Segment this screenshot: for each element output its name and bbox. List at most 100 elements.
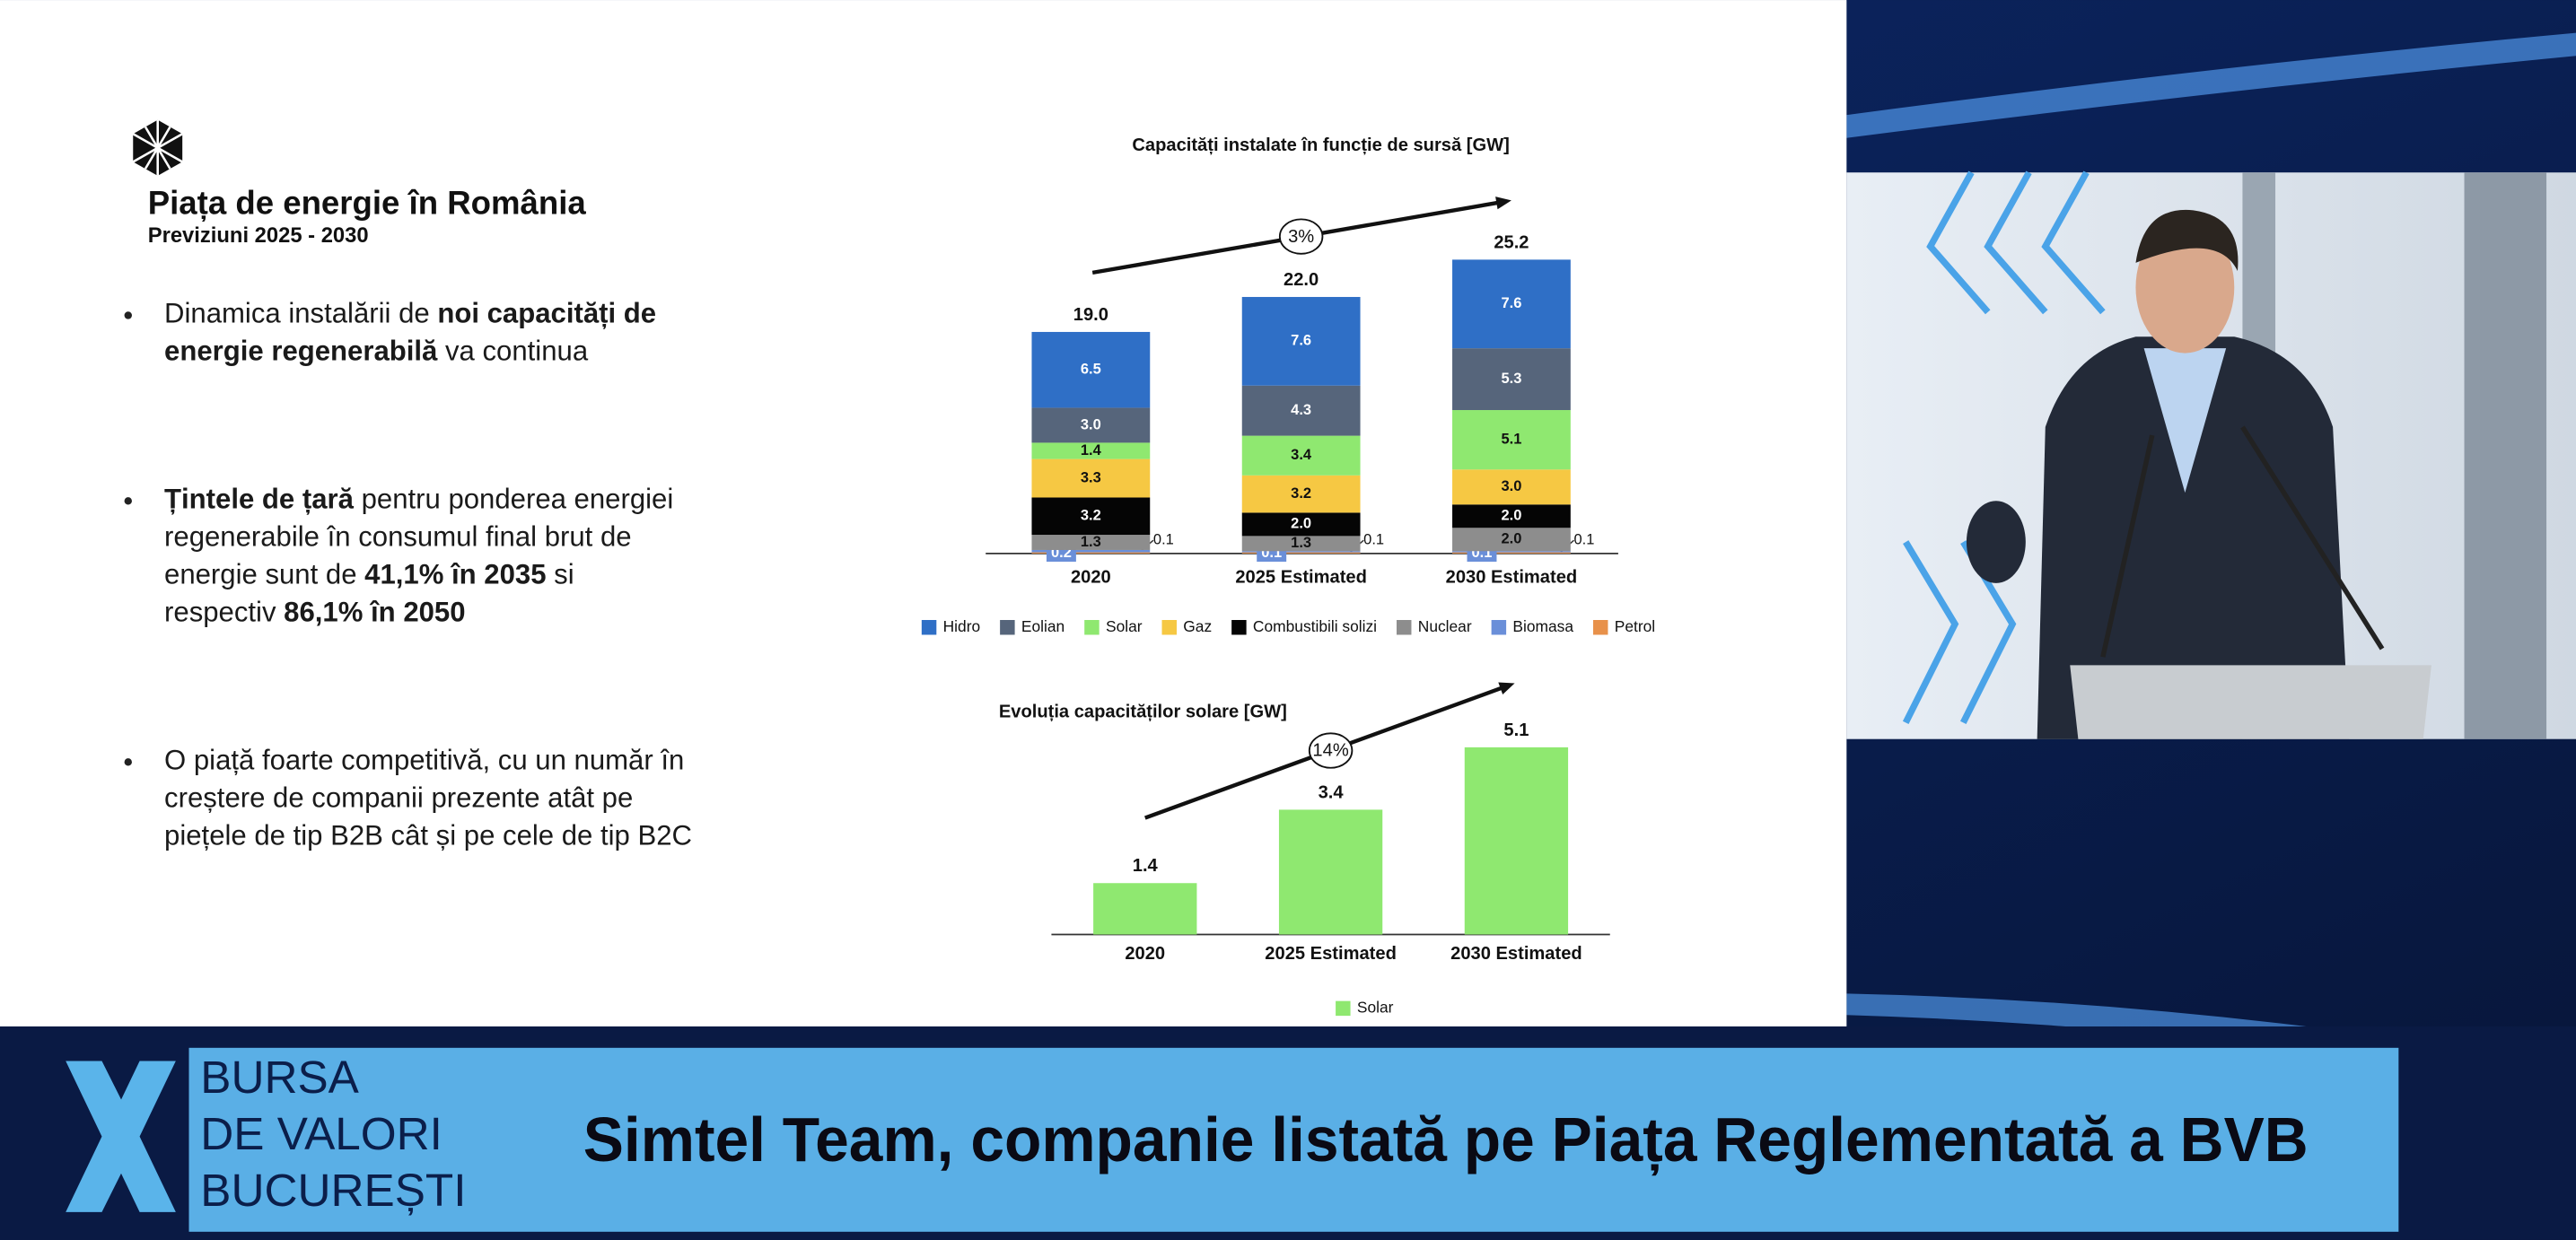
segment-label: 0.1: [1363, 532, 1384, 548]
legend-label: Eolian: [1021, 617, 1065, 635]
legend-swatch: [1491, 620, 1507, 635]
bullet-list: Dinamica instalării de noi capacități de…: [124, 298, 692, 851]
bar-segment: [1241, 536, 1361, 552]
segment-label: 7.6: [1291, 333, 1311, 349]
bar-segment: [1031, 458, 1151, 498]
segment-label: 6.5: [1081, 362, 1101, 378]
segment-label: 0.1: [1573, 532, 1594, 548]
bullet-run: energie regenerabilă: [164, 336, 438, 367]
wall-pattern: [1902, 170, 2106, 725]
total-label: 25.2: [1494, 232, 1529, 252]
bar: [1278, 809, 1383, 935]
chart-title: Capacități instalate în funcție de sursă…: [1132, 135, 1509, 155]
speaker-video: [1846, 170, 2576, 739]
segment-label: 3.0: [1501, 478, 1521, 494]
total-label: 22.0: [1284, 270, 1319, 290]
segment-label: 3.2: [1291, 485, 1311, 502]
bar-segment: [1031, 552, 1151, 554]
value-label: 1.4: [1133, 856, 1159, 876]
legend-label: Biomasa: [1512, 617, 1573, 635]
x-tick-label: 2030 Estimated: [1450, 944, 1582, 964]
bar-segment: [1031, 442, 1151, 459]
segment-label: 1.4: [1081, 442, 1102, 458]
bullet-run: noi capacități de: [437, 298, 656, 329]
charts: Capacități instalate în funcție de sursă…: [921, 135, 1655, 1016]
bullet-line: O piață foarte competitivă, cu un număr …: [164, 745, 684, 776]
bar-segment: [1241, 385, 1361, 436]
bullet-run: 86,1% în 2050: [284, 597, 465, 628]
x-tick-label: 2025 Estimated: [1265, 944, 1397, 964]
bvb-logo-mark: [66, 1061, 176, 1212]
bar: [1093, 883, 1197, 935]
bullet-run: 41,1% în 2035: [364, 559, 546, 590]
bar-segment: [1241, 512, 1361, 537]
segment-label: 1.3: [1081, 534, 1101, 550]
legend-label: Solar: [1357, 998, 1394, 1016]
bullet-line: piețele de tip B2B cât și pe cele de tip…: [164, 820, 692, 851]
legend-label: Solar: [1106, 617, 1143, 635]
legend-label: Gaz: [1183, 617, 1212, 635]
logo-line: DE VALORI: [200, 1108, 442, 1159]
bullet-run: Dinamica instalării de: [164, 298, 437, 329]
bullet-line: Țintele de țară pentru ponderea energiei: [164, 484, 673, 515]
segment-label: 1.3: [1291, 535, 1311, 551]
bar-segment: [1031, 407, 1151, 443]
bar-segment: [1452, 348, 1571, 411]
light-streak: [1846, 993, 2576, 1091]
bullet-run: creștere de companii prezente atât pe: [164, 782, 633, 814]
bullet-run: piețele de tip B2B cât și pe cele de tip…: [164, 820, 692, 851]
bar-segment: [1452, 528, 1571, 552]
segment-label: 3.0: [1081, 416, 1101, 432]
banner-bar: [188, 1047, 2399, 1232]
bar-segment: [1241, 475, 1361, 513]
segment-label: 4.3: [1291, 402, 1311, 418]
segment-label: 2.0: [1501, 508, 1521, 524]
chart-title: Evoluția capacităților solare [GW]: [999, 703, 1287, 722]
legend-swatch: [1592, 620, 1608, 635]
arrow-head: [1495, 196, 1511, 210]
bar-segment: [1031, 535, 1151, 550]
legend-swatch: [1231, 620, 1247, 635]
window-frame: [2464, 172, 2547, 739]
bullet-run: O piață foarte competitivă, cu un număr …: [164, 745, 684, 776]
arrow-head: [1498, 682, 1515, 694]
bullet-run: si: [547, 559, 574, 590]
legend-swatch: [1084, 620, 1100, 635]
bullet-dot: [124, 311, 132, 319]
annotation: 14%: [1312, 741, 1348, 761]
bar-segment: [1452, 259, 1571, 349]
segment-label: 2.0: [1291, 516, 1311, 532]
logo-line: BURSA: [200, 1052, 359, 1103]
bar-segment: [1452, 410, 1571, 470]
bar: [1464, 747, 1569, 935]
speaker-hair: [2135, 209, 2239, 272]
bullet-line: creștere de companii prezente atât pe: [164, 782, 633, 814]
bar-segment: [1452, 552, 1571, 554]
legend-swatch: [1396, 620, 1412, 635]
total-label: 19.0: [1073, 305, 1108, 325]
microphone: [2100, 425, 2385, 658]
annotation-circle: [1308, 732, 1354, 769]
bar-segment: [1031, 549, 1151, 553]
slide-title: Piața de energie în România: [148, 185, 587, 223]
podium: [2070, 665, 2431, 739]
segment-label: 5.1: [1501, 432, 1521, 448]
legend-swatch: [921, 620, 937, 635]
legend-label: Petrol: [1615, 617, 1655, 635]
legend-label: Hidro: [943, 617, 981, 635]
legend-label: Nuclear: [1418, 617, 1472, 635]
light-streak: [1846, 32, 2576, 138]
headline: Simtel Team, companie listată pe Piața R…: [583, 1105, 2309, 1175]
bullet-run: energie sunt de: [164, 559, 364, 590]
x-tick-label: 2025 Estimated: [1235, 568, 1367, 588]
segment-label: 5.3: [1501, 371, 1521, 387]
segment-label: 7.6: [1501, 295, 1521, 311]
x-tick-label: 2030 Estimated: [1446, 568, 1578, 588]
legend-swatch: [1000, 620, 1015, 635]
bullet-line: Dinamica instalării de noi capacități de: [164, 298, 656, 329]
x-tick-label: 2020: [1125, 944, 1165, 964]
bullet-run: regenerabile în consumul final brut de: [164, 521, 632, 553]
